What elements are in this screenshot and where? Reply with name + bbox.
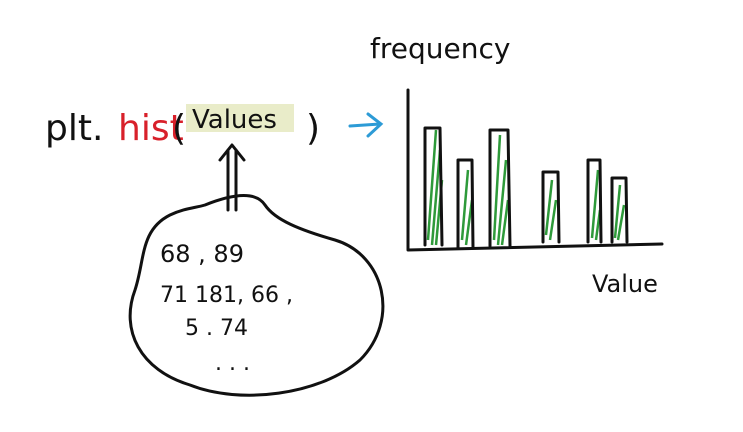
blob-line: 5 . 74 — [185, 316, 248, 341]
right-arrow — [348, 112, 384, 138]
blob-line: . . . — [215, 351, 250, 376]
blob-line: 68 , 89 — [160, 240, 244, 268]
blob — [128, 194, 385, 397]
x-label: Value — [592, 270, 658, 298]
axes — [406, 88, 664, 252]
code-open: ( — [172, 108, 186, 149]
up-arrow — [218, 143, 246, 212]
highlight — [186, 104, 294, 132]
y-label: frequency — [370, 32, 510, 65]
code-function: hist — [118, 108, 184, 149]
code-close: ) — [306, 108, 320, 149]
code-argument: Values — [192, 105, 277, 135]
blob-line: 71 181, 66 , — [160, 283, 293, 308]
bars — [423, 126, 629, 250]
code-prefix: plt. — [45, 108, 103, 149]
